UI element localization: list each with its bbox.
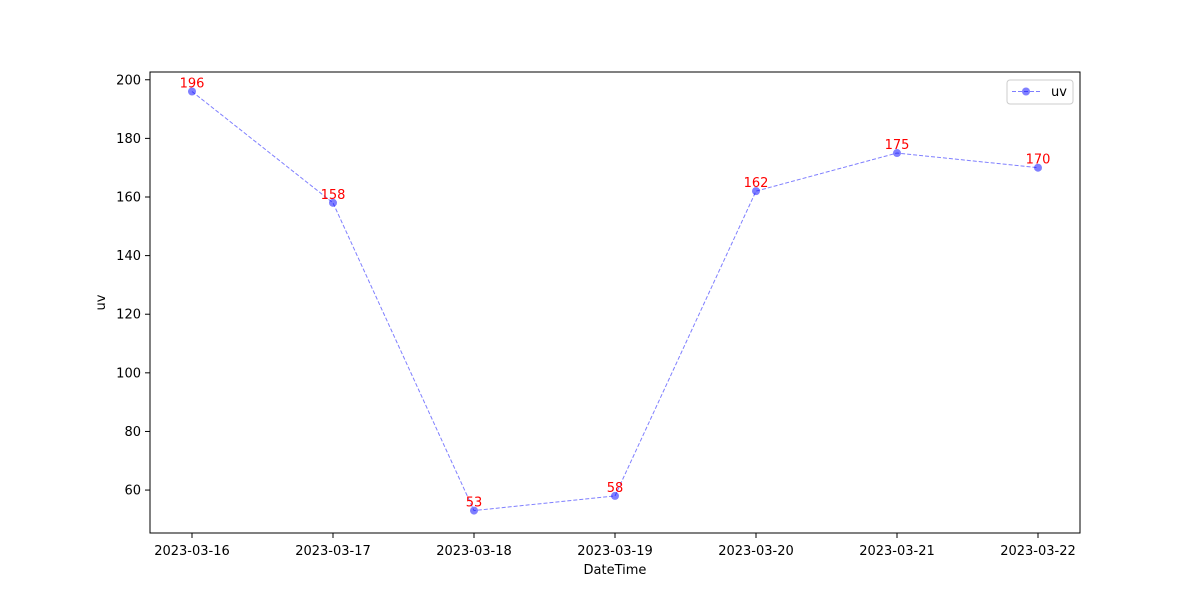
data-label: 162 — [744, 176, 769, 191]
legend-marker-sample — [1022, 87, 1030, 96]
data-point — [329, 198, 337, 207]
y-axis-title: uv — [94, 294, 109, 310]
x-tick-label: 2023-03-17 — [295, 544, 371, 559]
data-point — [611, 491, 619, 500]
legend: uv — [1006, 79, 1074, 105]
data-point — [470, 506, 478, 515]
y-tick-label: 160 — [116, 190, 141, 205]
data-point — [188, 87, 196, 96]
data-point — [893, 149, 901, 158]
data-label: 53 — [466, 496, 483, 511]
y-tick-label: 100 — [116, 366, 141, 381]
data-label: 170 — [1026, 153, 1051, 168]
x-tick-label: 2023-03-20 — [718, 544, 794, 559]
y-tick-label: 60 — [124, 484, 141, 499]
data-point — [1034, 163, 1042, 172]
x-tick-label: 2023-03-22 — [1000, 544, 1076, 559]
data-point — [752, 187, 760, 196]
x-tick-label: 2023-03-19 — [577, 544, 653, 559]
series-layer — [188, 87, 1042, 515]
y-tick-label: 200 — [116, 73, 141, 88]
x-tick-label: 2023-03-16 — [154, 544, 230, 559]
data-label: 58 — [607, 481, 624, 496]
data-label: 158 — [321, 188, 346, 203]
data-label: 175 — [885, 138, 910, 153]
y-axis-ticks: 60 80 100 120 140 160 180 200 — [116, 73, 150, 499]
data-labels-layer: 196 158 53 58 162 175 170 — [180, 76, 1051, 510]
x-axis-ticks: 2023-03-16 2023-03-17 2023-03-18 2023-03-19… — [154, 533, 1076, 559]
legend-label-uv: uv — [1051, 85, 1067, 100]
x-tick-label: 2023-03-18 — [436, 544, 512, 559]
y-tick-label: 120 — [116, 308, 141, 323]
y-tick-label: 180 — [116, 132, 141, 147]
data-label: 196 — [180, 76, 205, 91]
y-tick-label: 80 — [124, 425, 141, 440]
x-tick-label: 2023-03-21 — [859, 544, 935, 559]
y-tick-label: 140 — [116, 249, 141, 264]
x-axis-title: DateTime — [584, 563, 647, 578]
